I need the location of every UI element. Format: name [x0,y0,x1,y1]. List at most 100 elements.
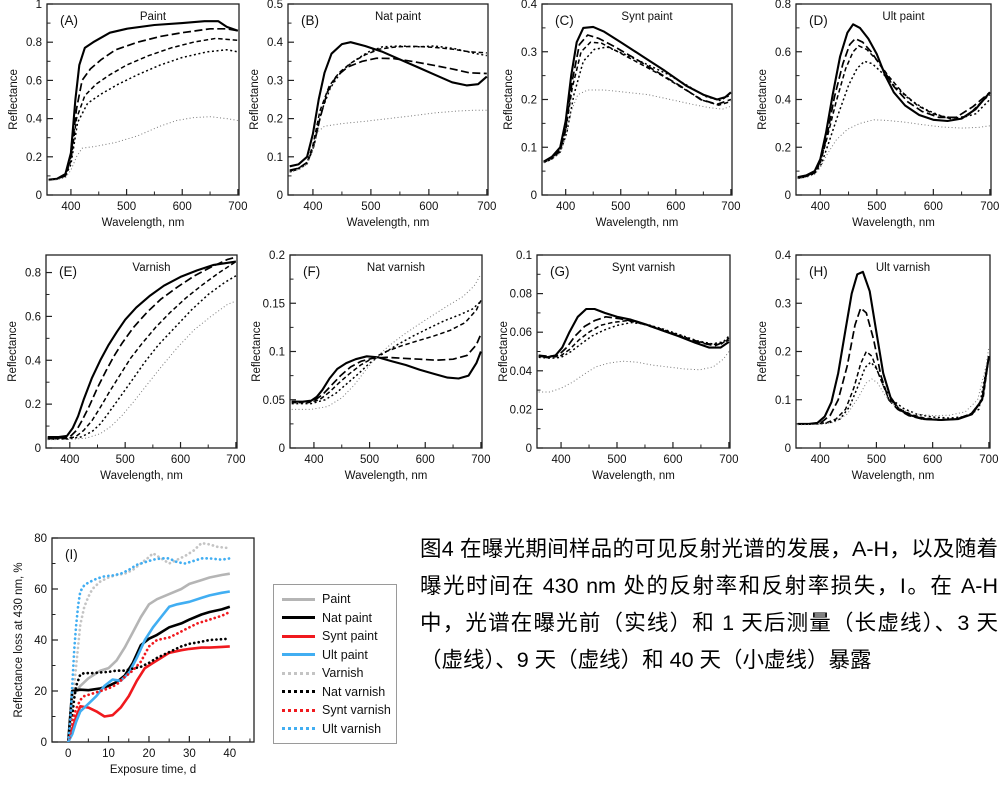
series-1-d [47,256,237,439]
panel-title: Varnish [132,262,170,274]
legend-item-paint: Paint [282,591,396,608]
panel-title: Nat paint [375,11,422,23]
series-synt-paint [66,645,230,742]
svg-text:0.2: 0.2 [26,152,42,164]
series-group [291,274,482,410]
panel-d-ult-paint: 400 500 600 700 0 0.2 0.4 0.6 0.8 Wavelength, nm R… [754,0,1000,233]
panel-letter: (A) [60,13,78,28]
series-0-d-before-exposure- [538,307,730,359]
svg-text:500: 500 [361,201,380,213]
y-axis-label: Reflectance [7,321,19,382]
svg-text:0.1: 0.1 [267,152,283,164]
series-0-d-before-exposure- [797,23,991,179]
svg-text:0: 0 [35,443,41,455]
svg-text:0.04: 0.04 [510,366,533,378]
svg-text:0.08: 0.08 [510,289,532,301]
series-0-d-before-exposure- [47,260,237,439]
panel-letter: (C) [555,13,574,28]
series-3-d [538,319,730,359]
series-1-d [538,315,730,358]
y-axis-label: Reflectance [249,69,261,130]
svg-text:400: 400 [556,201,575,213]
svg-text:500: 500 [607,454,626,466]
series-ult-paint [67,590,231,742]
svg-text:0.2: 0.2 [269,250,285,262]
svg-text:0.05: 0.05 [263,395,285,407]
chart-svg-C: 400 500 600 700 0 0.1 0.2 0.3 0.4 Wavelength, nm R… [503,0,740,229]
svg-text:20: 20 [34,686,47,698]
series-40-d [797,119,990,180]
legend-label: Synt varnish [322,703,391,718]
svg-text:0.6: 0.6 [25,311,41,323]
chart-svg-B: 400 500 600 700 0 0.1 0.2 0.3 0.4 0.5 Wavelength, … [249,0,496,229]
legend-line-sample [282,690,315,694]
svg-text:400: 400 [811,201,830,213]
svg-text:600: 600 [924,201,943,213]
series-nat-paint [66,605,231,742]
series-paint [66,572,231,742]
svg-text:0.4: 0.4 [775,95,792,107]
legend-label: Varnish [322,666,364,681]
svg-text:0.5: 0.5 [267,0,283,11]
x-axis-label: Wavelength, nm [347,217,430,229]
svg-text:0.8: 0.8 [26,37,42,49]
legend-item-varnish: Varnish [282,665,396,682]
svg-text:80: 80 [34,533,47,545]
svg-text:0: 0 [279,443,285,455]
panel-title: Synt paint [621,11,673,23]
series-9-d [48,49,239,181]
series-varnish [66,541,232,742]
legend-line-sample [282,653,315,657]
x-axis-label: Wavelength, nm [102,217,185,229]
chart-svg-E: 400 500 600 700 0 0.2 0.4 0.6 0.8 Wavelength, nm R… [7,254,245,482]
series-3-d [47,260,237,440]
svg-text:0.4: 0.4 [521,0,538,11]
panel-c-synt-paint: 400 500 600 700 0 0.1 0.2 0.3 0.4 Wavelength, nm R… [500,0,741,233]
panel-letter: (G) [550,264,570,279]
legend-item-nat-paint: Nat paint [282,609,396,626]
chart-svg-F: 400 500 600 700 0 0.05 0.1 0.15 0.2 Wavelength, n… [251,250,490,482]
series-3-d [797,45,991,180]
svg-text:400: 400 [303,201,322,213]
chart-svg-A: 400 500 600 700 0 0.2 0.4 0.6 0.8 1 Wavelength, nm… [8,0,247,229]
svg-text:700: 700 [980,201,999,213]
panel-letter: (F) [303,264,320,279]
svg-text:60: 60 [34,584,47,596]
svg-text:40: 40 [223,748,236,760]
svg-text:0: 0 [36,190,42,202]
svg-text:0.1: 0.1 [516,250,532,262]
series-group [543,25,732,164]
svg-text:0: 0 [41,737,47,749]
svg-text:0: 0 [526,443,532,455]
svg-text:600: 600 [171,454,190,466]
panel-letter: (B) [301,13,319,28]
series-group [538,307,730,393]
series-40-d [47,300,237,441]
panel-f-nat-varnish: 400 500 600 700 0 0.05 0.1 0.15 0.2 Wavelength, n… [248,245,491,486]
series-group [797,270,990,426]
svg-text:500: 500 [360,454,379,466]
series-1-d [797,307,990,425]
svg-text:600: 600 [663,454,682,466]
legend-item-synt-varnish: Synt varnish [282,702,396,719]
panel-title: Nat varnish [367,262,425,274]
series-group [797,23,991,180]
svg-text:700: 700 [477,201,496,213]
x-axis-label: Wavelength, nm [596,217,679,229]
svg-text:600: 600 [416,454,435,466]
panel-letter: (H) [809,264,828,279]
axes-D: 400 500 600 700 0 0.2 0.4 0.6 0.8 [775,0,999,213]
legend-label: Ult varnish [322,721,382,736]
svg-text:400: 400 [304,454,323,466]
svg-text:0.1: 0.1 [269,347,285,359]
chart-svg-H: 400 500 600 700 0 0.1 0.2 0.3 0.4 Wavelength, nm R… [757,250,998,482]
svg-text:700: 700 [228,201,247,213]
svg-text:400: 400 [811,454,830,466]
series-3-d [543,41,732,164]
axes-A: 400 500 600 700 0 0.2 0.4 0.6 0.8 1 [26,0,247,213]
series-9-d [543,46,732,164]
svg-text:400: 400 [61,201,80,213]
legend-item-synt-paint: Synt paint [282,628,396,645]
legend-item-ult-varnish: Ult varnish [282,720,396,737]
series-9-d [289,45,487,173]
